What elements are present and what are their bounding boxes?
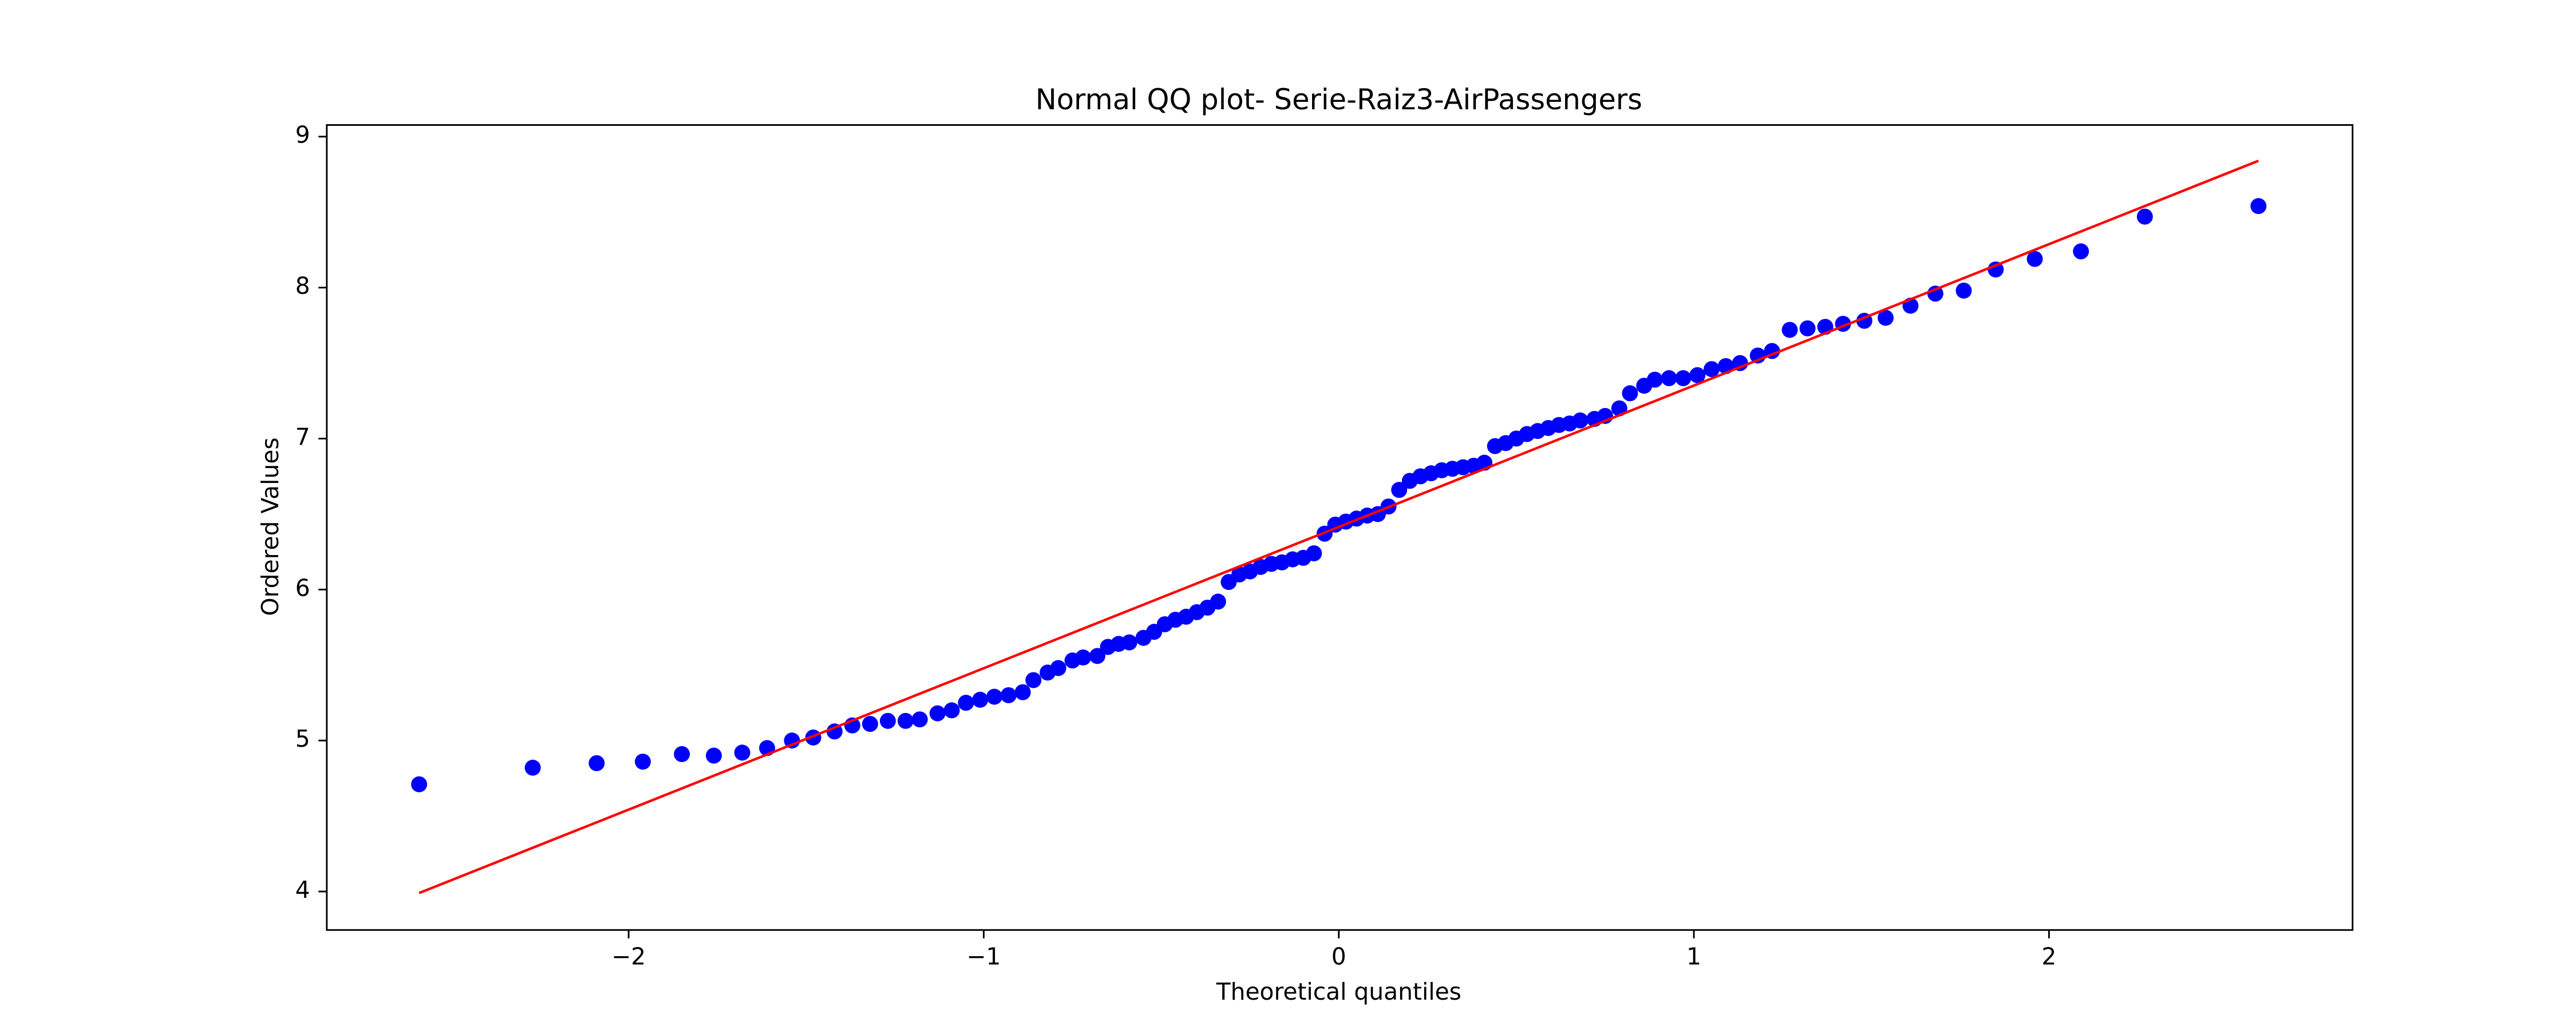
data-point [879, 712, 896, 729]
x-tick-label: −2 [611, 943, 646, 970]
fit-line [418, 159, 2259, 894]
data-point [1704, 361, 1720, 378]
x-tick-label: 1 [1686, 943, 1701, 970]
data-point [1210, 593, 1226, 610]
data-point [1675, 370, 1692, 386]
y-tick-label: 8 [295, 272, 310, 300]
data-point [943, 702, 960, 719]
data-point [1732, 355, 1748, 371]
data-point [1646, 371, 1663, 388]
data-point [1025, 672, 1042, 688]
data-point [1121, 634, 1137, 651]
y-tick-label: 6 [295, 574, 310, 601]
plot-area [411, 159, 2267, 894]
data-point [1927, 286, 1943, 302]
data-point [674, 746, 690, 762]
data-point [1014, 684, 1031, 700]
data-point [706, 747, 722, 764]
data-point [524, 759, 541, 776]
data-point [634, 754, 651, 770]
data-point [588, 755, 605, 771]
data-point [1622, 385, 1638, 402]
data-point [1878, 310, 1894, 326]
x-tick-label: 0 [1332, 943, 1346, 970]
data-point [1781, 322, 1798, 338]
data-point [1391, 482, 1408, 498]
y-tick-label: 7 [295, 423, 310, 450]
data-point [826, 723, 843, 740]
data-point [986, 688, 1003, 705]
data-point [1689, 367, 1706, 383]
data-point [1075, 649, 1092, 665]
data-point [958, 695, 974, 711]
data-point [897, 712, 914, 729]
data-point [1572, 412, 1589, 429]
y-tick-label: 4 [295, 876, 310, 904]
axes-frame [326, 124, 2354, 931]
data-point [784, 732, 800, 749]
y-tick-label: 5 [295, 725, 310, 752]
data-point [1000, 687, 1017, 703]
data-point [862, 716, 878, 732]
chart-title: Normal QQ plot- Serie-Raiz3-AirPassenger… [1036, 83, 1642, 116]
data-point [2250, 198, 2267, 215]
data-point [1988, 261, 2004, 278]
data-point [734, 744, 750, 761]
data-point [1661, 370, 1677, 386]
data-point [2073, 243, 2089, 260]
data-point [1089, 648, 1105, 664]
data-point [1955, 282, 1972, 299]
data-point [911, 711, 928, 728]
data-point [929, 705, 946, 722]
y-tick-label: 9 [295, 121, 310, 149]
data-point [1799, 320, 1816, 336]
data-point [2136, 208, 2153, 225]
data-point [972, 691, 989, 708]
y-axis-label: Ordered Values [256, 437, 284, 616]
data-point [1306, 545, 1322, 561]
x-tick-label: −1 [966, 943, 1001, 970]
data-point [1050, 660, 1066, 676]
x-tick-label: 2 [2041, 943, 2056, 970]
data-point [2026, 251, 2043, 267]
data-point [411, 776, 428, 793]
x-axis-label: Theoretical quantiles [1216, 978, 1461, 1005]
